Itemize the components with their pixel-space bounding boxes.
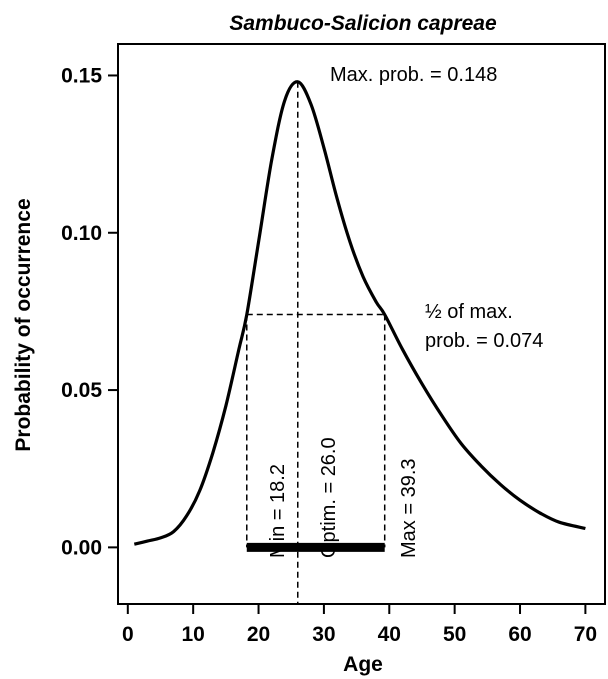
y-axis: 0.00 0.05 0.10 0.15 [61, 64, 118, 559]
min-label: Min = 18.2 [267, 464, 289, 558]
max-prob-label: Max. prob. = 0.148 [330, 64, 497, 86]
x-tick-label: 60 [508, 623, 531, 646]
guide-lines [246, 81, 386, 604]
half-max-label-line1: ½ of max. [425, 301, 513, 323]
chart-title: Sambuco-Salicion capreae [229, 12, 497, 35]
x-tick-label: 20 [247, 623, 270, 646]
y-tick-label: 0.05 [61, 379, 102, 402]
y-axis-label: Probability of occurrence [12, 198, 35, 451]
x-tick-label: 40 [378, 623, 401, 646]
x-axis: 0 10 20 30 40 50 60 70 [122, 604, 597, 646]
x-tick-label: 50 [443, 623, 466, 646]
optim-label: Optim. = 26.0 [318, 437, 340, 558]
max-age-label: Max = 39.3 [398, 458, 420, 558]
x-tick-label: 70 [574, 623, 597, 646]
plot-frame [117, 43, 606, 605]
series-curve [133, 80, 586, 546]
y-tick-label: 0.00 [61, 536, 102, 559]
half-max-label-line2: prob. = 0.074 [425, 330, 543, 352]
x-tick-label: 30 [312, 623, 335, 646]
y-tick-label: 0.15 [61, 64, 102, 87]
y-tick-label: 0.10 [61, 222, 102, 245]
x-tick-label: 0 [122, 623, 134, 646]
x-tick-label: 10 [181, 623, 204, 646]
x-axis-label: Age [343, 653, 383, 676]
